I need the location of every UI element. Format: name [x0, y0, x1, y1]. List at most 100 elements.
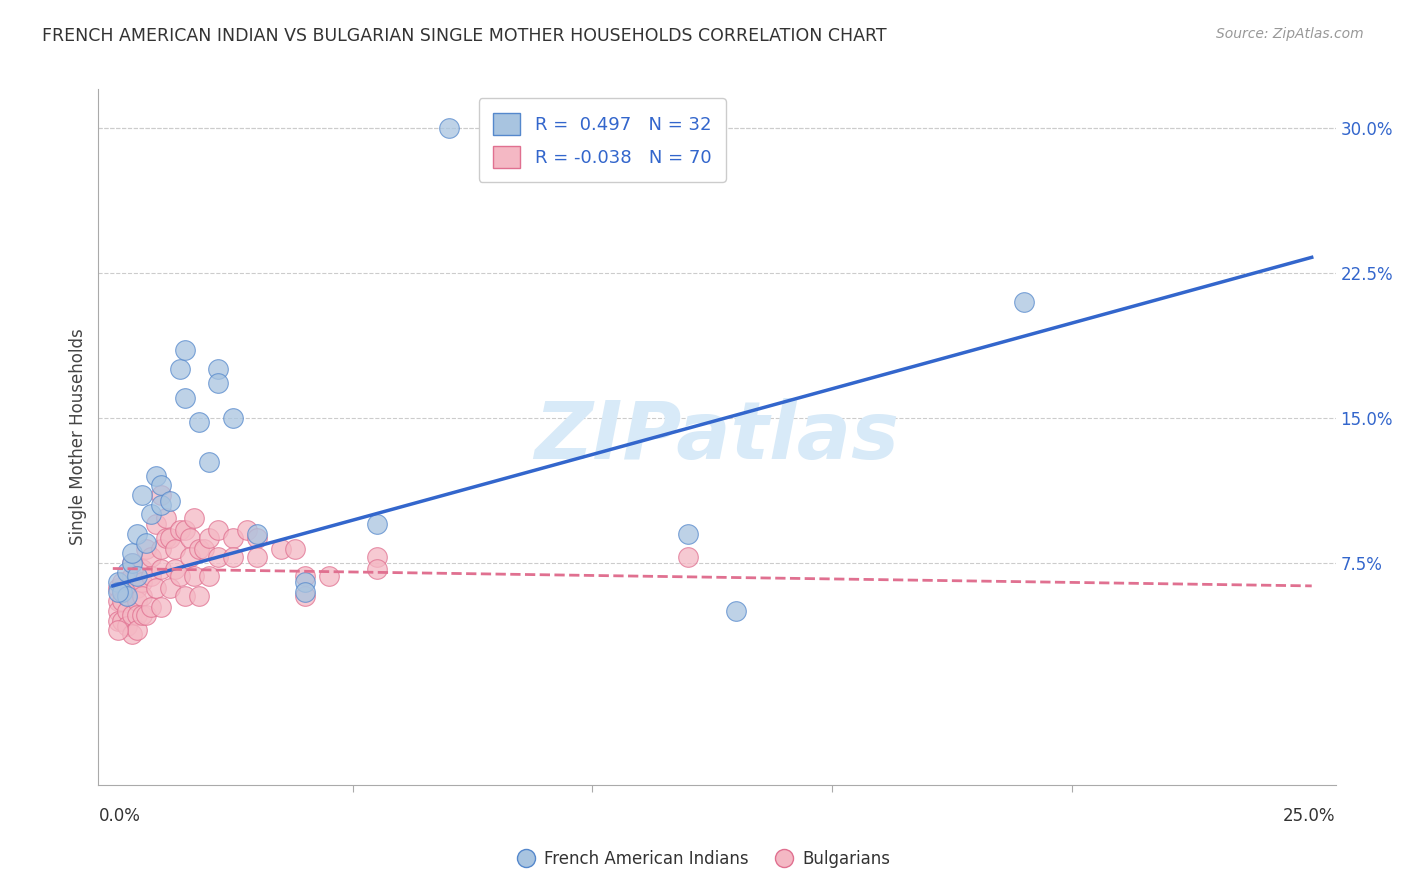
Point	[107, 584, 129, 599]
Point	[115, 581, 138, 595]
Point	[294, 589, 316, 603]
Point	[197, 531, 219, 545]
Point	[270, 542, 292, 557]
Point	[294, 584, 316, 599]
Point	[107, 574, 129, 589]
Legend: R =  0.497   N = 32, R = -0.038   N = 70: R = 0.497 N = 32, R = -0.038 N = 70	[478, 98, 725, 182]
Point	[222, 549, 245, 564]
Point	[121, 546, 143, 560]
Point	[222, 410, 245, 425]
Y-axis label: Single Mother Households: Single Mother Households	[69, 329, 87, 545]
Point	[149, 542, 172, 557]
Point	[125, 607, 148, 622]
Point	[107, 614, 129, 628]
Point	[437, 120, 460, 135]
Point	[121, 556, 143, 570]
Point	[131, 561, 153, 575]
Point	[149, 561, 172, 575]
Point	[121, 627, 143, 641]
Point	[125, 526, 148, 541]
Point	[678, 549, 700, 564]
Point	[207, 376, 229, 390]
Point	[179, 549, 201, 564]
Point	[246, 526, 269, 541]
Point	[207, 362, 229, 376]
Point	[173, 343, 195, 357]
Point	[207, 523, 229, 537]
Point	[125, 624, 148, 638]
Point	[121, 556, 143, 570]
Text: ZIPatlas: ZIPatlas	[534, 398, 900, 476]
Point	[678, 526, 700, 541]
Point	[111, 614, 134, 628]
Point	[111, 574, 134, 589]
Point	[111, 594, 134, 608]
Point	[125, 569, 148, 583]
Point	[115, 566, 138, 580]
Point	[145, 581, 167, 595]
Point	[107, 604, 129, 618]
Point	[366, 516, 388, 531]
Point	[121, 607, 143, 622]
Point	[149, 488, 172, 502]
Point	[131, 589, 153, 603]
Point	[1012, 294, 1035, 309]
Point	[111, 584, 134, 599]
Point	[107, 594, 129, 608]
Point	[159, 581, 181, 595]
Point	[107, 624, 129, 638]
Point	[207, 549, 229, 564]
Point	[165, 561, 187, 575]
Point	[246, 531, 269, 545]
Point	[284, 542, 307, 557]
Point	[131, 607, 153, 622]
Point	[169, 362, 191, 376]
Point	[173, 589, 195, 603]
Point	[111, 584, 134, 599]
Point	[141, 508, 163, 522]
Point	[141, 569, 163, 583]
Point	[135, 536, 157, 550]
Point	[725, 604, 748, 618]
Point	[197, 455, 219, 469]
Point	[183, 569, 205, 583]
Point	[183, 511, 205, 525]
Point	[149, 600, 172, 615]
Point	[366, 561, 388, 575]
Text: FRENCH AMERICAN INDIAN VS BULGARIAN SINGLE MOTHER HOUSEHOLDS CORRELATION CHART: FRENCH AMERICAN INDIAN VS BULGARIAN SING…	[42, 27, 887, 45]
Point	[294, 569, 316, 583]
Point	[149, 498, 172, 512]
Text: Source: ZipAtlas.com: Source: ZipAtlas.com	[1216, 27, 1364, 41]
Point	[145, 516, 167, 531]
Point	[193, 542, 215, 557]
Point	[115, 604, 138, 618]
Point	[159, 531, 181, 545]
Point	[236, 523, 259, 537]
Point	[169, 523, 191, 537]
Point	[188, 415, 211, 429]
Point	[179, 531, 201, 545]
Point	[165, 542, 187, 557]
Point	[107, 581, 129, 595]
Point	[155, 511, 177, 525]
Point	[188, 542, 211, 557]
Point	[131, 488, 153, 502]
Point	[155, 531, 177, 545]
Point	[141, 549, 163, 564]
Point	[125, 581, 148, 595]
Point	[149, 478, 172, 492]
Point	[135, 607, 157, 622]
Point	[115, 619, 138, 633]
Point	[173, 523, 195, 537]
Point	[141, 600, 163, 615]
Point	[188, 589, 211, 603]
Point	[159, 493, 181, 508]
Point	[366, 549, 388, 564]
Text: 25.0%: 25.0%	[1284, 807, 1336, 825]
Point	[222, 531, 245, 545]
Point	[115, 589, 138, 603]
Point	[173, 392, 195, 406]
Point	[121, 569, 143, 583]
Point	[169, 569, 191, 583]
Point	[125, 594, 148, 608]
